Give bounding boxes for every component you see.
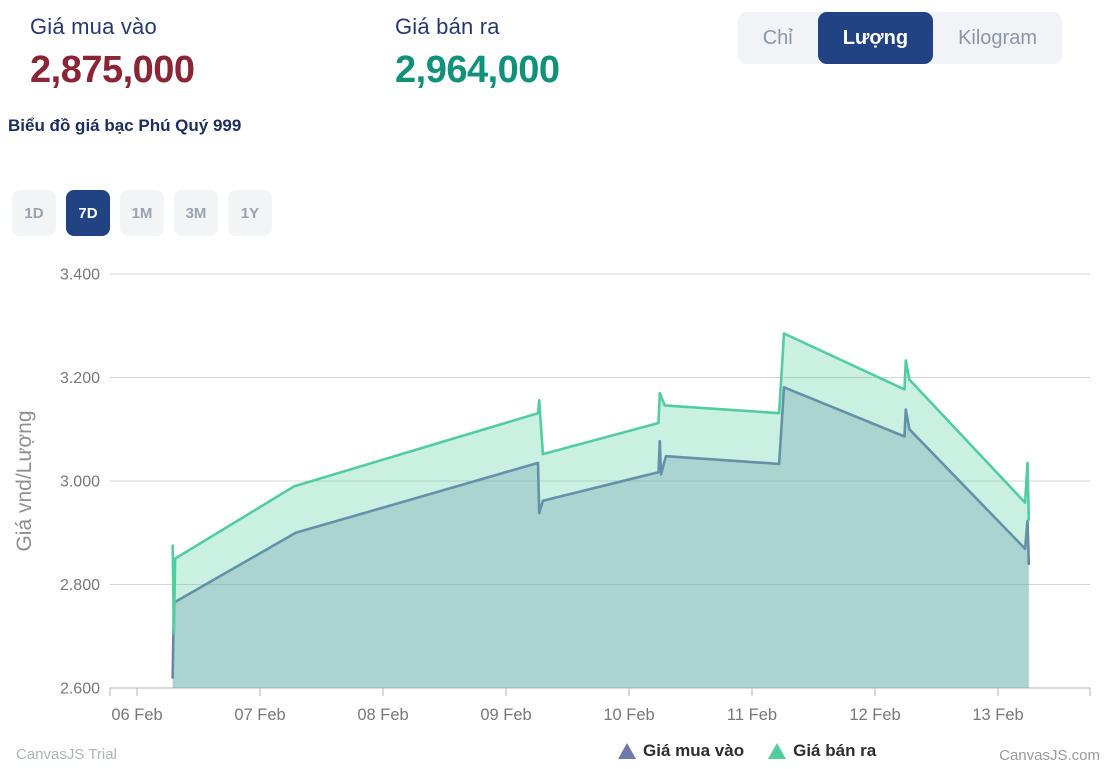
sell-price-value: 2,964,000 xyxy=(395,49,560,91)
range-button-row: 1D 7D 1M 3M 1Y xyxy=(12,190,272,236)
x-tick-label: 13 Feb xyxy=(972,706,1023,724)
range-button-1m[interactable]: 1M xyxy=(120,190,164,236)
unit-toggle-option-chỉ[interactable]: Chỉ xyxy=(738,12,818,64)
y-tick-label: 2.600 xyxy=(60,681,100,698)
sell-price-label: Giá bán ra xyxy=(395,14,500,39)
legend-triangle-icon xyxy=(618,743,636,759)
y-tick-label: 2.800 xyxy=(60,577,100,594)
range-button-1d[interactable]: 1D xyxy=(12,190,56,236)
buy-price-value: 2,875,000 xyxy=(30,49,195,91)
unit-toggle-group: Chỉ Lượng Kilogram xyxy=(737,12,1062,64)
legend-triangle-icon xyxy=(768,743,787,759)
x-tick-label: 07 Feb xyxy=(234,706,285,724)
unit-toggle-option-lượng[interactable]: Lượng xyxy=(817,12,934,64)
x-tick-label: 11 Feb xyxy=(727,706,777,724)
buy-area xyxy=(172,387,1029,688)
range-button-7d[interactable]: 7D xyxy=(66,190,110,236)
chart-title: Biểu đồ giá bạc Phú Quý 999 xyxy=(8,116,242,135)
range-button-1y[interactable]: 1Y xyxy=(228,190,272,236)
legend-label: Giá bán ra xyxy=(793,741,877,760)
sell-price-block: Giá bán ra 2,964,000 xyxy=(395,14,560,92)
y-tick-label: 3.000 xyxy=(60,474,100,491)
sell-line xyxy=(171,332,1031,635)
chart-legend: Giá mua vào Giá bán ra xyxy=(618,741,876,761)
y-tick-label: 3.400 xyxy=(60,267,100,284)
x-tick-label: 08 Feb xyxy=(357,706,408,724)
buy-price-block: Giá mua vào 2,875,000 xyxy=(30,14,195,92)
x-tick-label: 12 Feb xyxy=(849,706,900,724)
buy-price-label: Giá mua vào xyxy=(30,14,157,39)
legend-item-buy[interactable]: Giá mua vào xyxy=(618,741,744,761)
y-tick-label: 3.200 xyxy=(60,370,100,387)
sell-area xyxy=(172,333,1029,688)
range-button-3m[interactable]: 3M xyxy=(174,190,218,236)
y-axis-title: Giá vnd/Lượng xyxy=(13,410,36,551)
legend-label: Giá mua vào xyxy=(643,741,745,760)
canvasjs-credit-link[interactable]: CanvasJS.com xyxy=(999,747,1100,764)
buy-line xyxy=(171,385,1031,679)
x-tick-label: 09 Feb xyxy=(480,706,531,724)
x-tick-label: 10 Feb xyxy=(603,706,654,724)
canvasjs-trial-watermark: CanvasJS Trial xyxy=(16,746,117,763)
unit-toggle-option-kilogram[interactable]: Kilogram xyxy=(933,12,1062,64)
x-tick-label: 06 Feb xyxy=(111,706,162,724)
legend-item-sell[interactable]: Giá bán ra xyxy=(768,741,876,761)
